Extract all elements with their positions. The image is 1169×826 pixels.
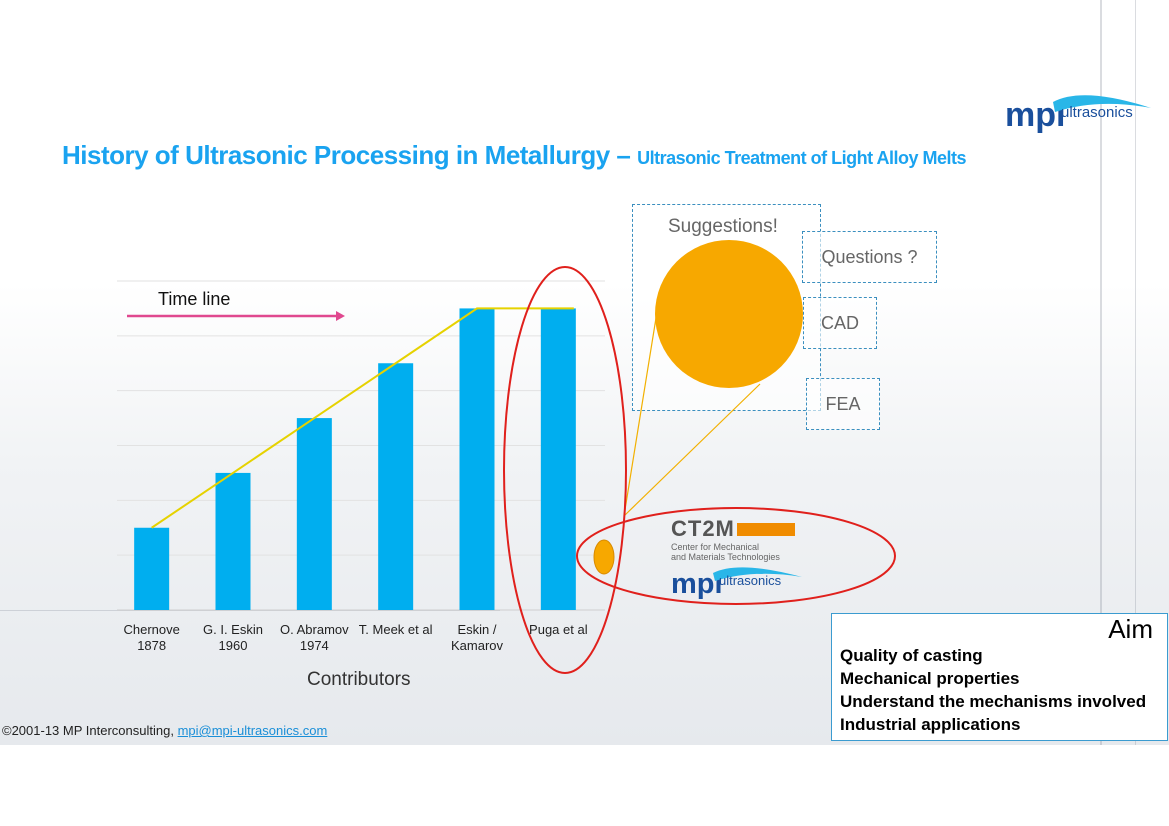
category-label-line: 1974 (299, 638, 329, 653)
questions-label: Questions ? (821, 246, 918, 267)
logo2-swoosh (713, 567, 802, 581)
logo2-ultrasonics: ultrasonics (719, 573, 782, 588)
aim-list: Quality of casting Mechanical properties… (840, 644, 1146, 736)
category-label-line: O. Abramov (280, 622, 349, 637)
bar (540, 308, 576, 610)
bar (215, 472, 251, 610)
fea-label: FEA (825, 393, 861, 414)
highlight-ellipse-partners (576, 507, 896, 605)
background-line (1135, 0, 1136, 745)
category-label-line: 1878 (137, 638, 167, 653)
category-label-line: Kamarov (450, 638, 504, 653)
ct2m-subtitle-2: and Materials Technologies (671, 552, 780, 562)
logo-ultrasonics: ultrasonics (1061, 104, 1133, 121)
footer: ©2001-13 MP Interconsulting, mpi@mpi-ult… (2, 723, 327, 738)
footer-email-link[interactable]: mpi@mpi-ultrasonics.com (177, 723, 328, 738)
timeline-label: Time line (158, 289, 231, 309)
zoom-line-right (623, 383, 761, 517)
small-orange-circle (593, 539, 615, 575)
category-label: Eskin / Kamarov (429, 622, 525, 654)
category-label-line: T. Meek et al (358, 622, 433, 637)
ct2m-logo: CT2M Center for Mechanical and Materials… (671, 516, 806, 562)
category-label-line: Eskin / (457, 622, 497, 637)
category-label: T. Meek et al (348, 622, 444, 654)
highlight-ellipse-puga (503, 266, 627, 674)
background-line (1100, 0, 1102, 745)
large-orange-circle (655, 240, 803, 388)
timeline-arrowhead (336, 311, 345, 321)
page-title: History of Ultrasonic Processing in Meta… (62, 140, 966, 171)
cad-box: CAD (803, 297, 877, 349)
aim-item: Understand the mechanisms involved (840, 692, 1147, 711)
mpi-ultrasonics-logo-small: mpi ultrasonics (671, 567, 802, 600)
title-subtitle: Ultrasonic Treatment of Light Alloy Melt… (637, 148, 966, 168)
bar (134, 527, 170, 610)
bar (378, 363, 414, 610)
aim-box: Aim Quality of casting Mechanical proper… (831, 613, 1168, 741)
trend-line (151, 307, 574, 529)
ct2m-subtitle-1: Center for Mechanical (671, 542, 760, 552)
zoom-line-left (623, 317, 657, 517)
aim-item: Industrial applications (840, 715, 1021, 734)
ct2m-bar (736, 522, 795, 536)
aim-item: Quality of casting (840, 646, 983, 665)
title-main-text: History of Ultrasonic Processing in Meta… (62, 140, 631, 170)
category-label-line: Chernove (123, 622, 180, 637)
mpi-ultrasonics-logo: mpi ultrasonics (1005, 95, 1151, 134)
questions-box: Questions ? (802, 231, 937, 283)
category-label: G. I. Eskin 1960 (185, 622, 281, 654)
category-label: O. Abramov 1974 (266, 622, 362, 654)
category-label-line: 1960 (218, 638, 248, 653)
bar (459, 308, 495, 610)
suggestions-label: Suggestions! (668, 216, 778, 237)
logo-swoosh (1053, 95, 1151, 112)
category-label: Chernove 1878 (104, 622, 200, 654)
category-label-line: G. I. Eskin (203, 622, 263, 637)
category-label: Puga et al (510, 622, 606, 654)
footer-copyright: ©2001-13 MP Interconsulting, (2, 723, 174, 738)
aim-title: Aim (1108, 614, 1153, 644)
fea-box: FEA (806, 378, 880, 430)
category-label-line: Puga et al (529, 622, 588, 637)
bar (296, 418, 332, 610)
ct2m-name: CT2M (671, 516, 735, 541)
x-axis-title: Contributors (307, 669, 411, 690)
aim-item: Mechanical properties (840, 669, 1020, 688)
cad-label: CAD (820, 312, 859, 333)
